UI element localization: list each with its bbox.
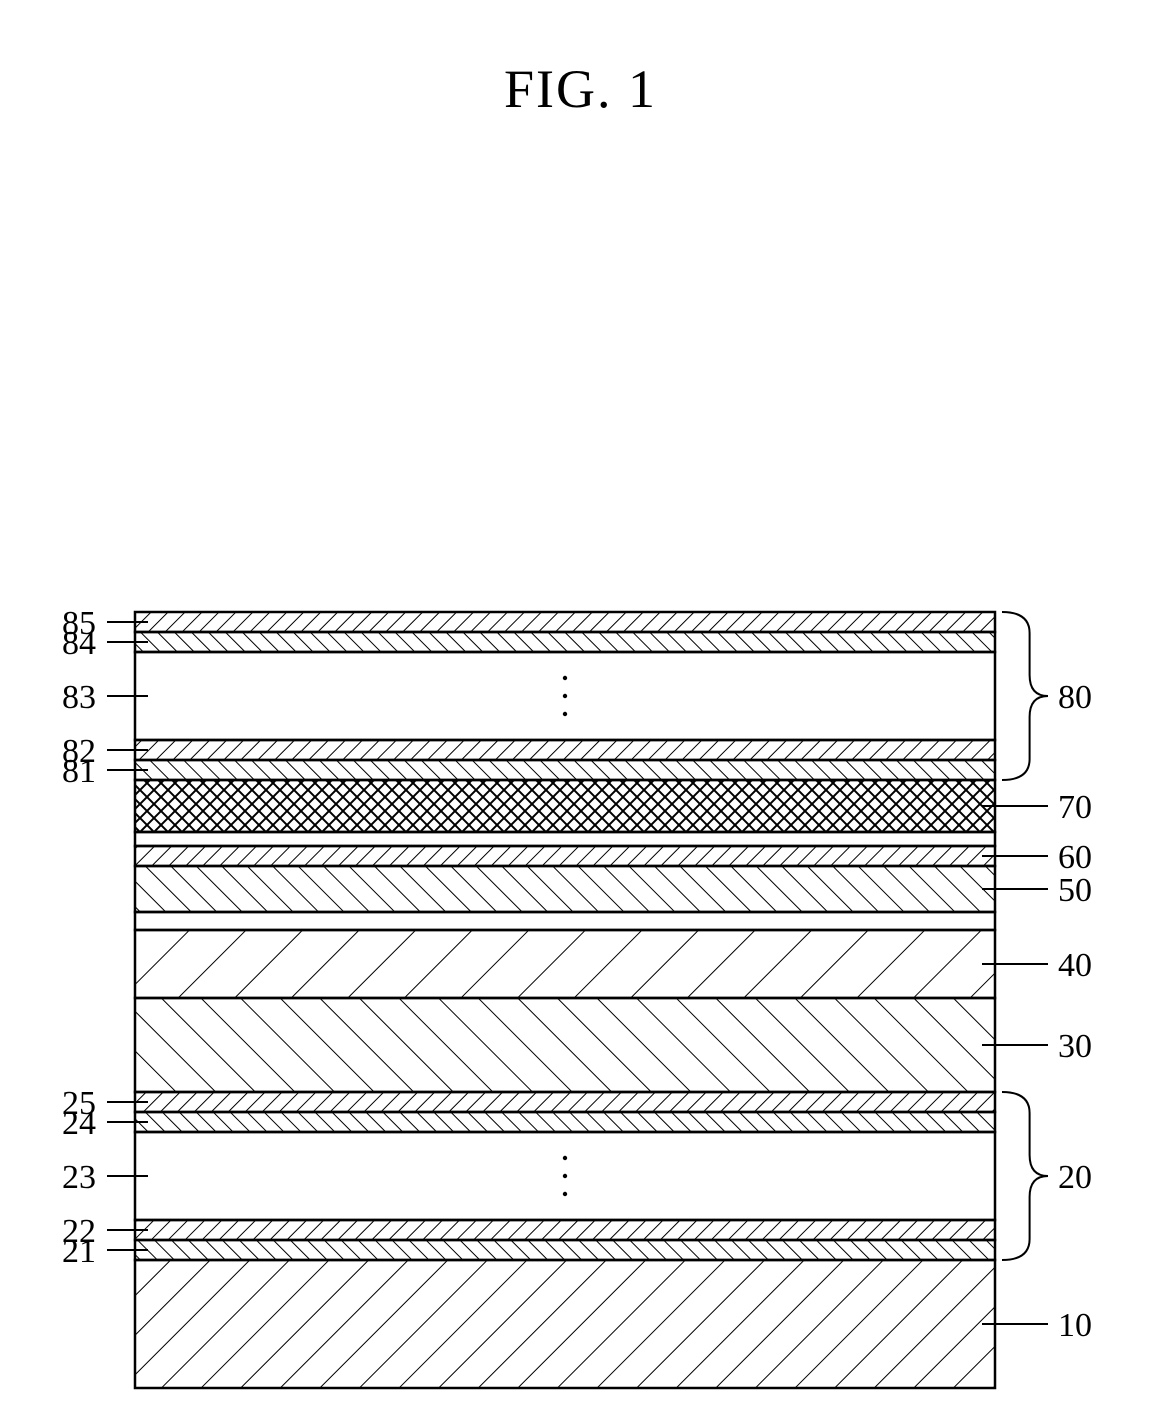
brace-80 xyxy=(1002,612,1048,780)
label-right-50: 50 xyxy=(1058,872,1092,909)
label-right-30: 30 xyxy=(1058,1028,1092,1065)
ellipsis-dot xyxy=(563,1156,567,1160)
label-left-83: 83 xyxy=(62,679,96,716)
layer-85 xyxy=(135,612,995,632)
label-brace-80: 80 xyxy=(1058,679,1092,716)
ellipsis-dot xyxy=(563,676,567,680)
layer-25 xyxy=(135,1092,995,1112)
layer-21 xyxy=(135,1240,995,1260)
layer-22 xyxy=(135,1220,995,1240)
layer-84 xyxy=(135,632,995,652)
page: FIG. 1 858483828125242322217060504030108… xyxy=(0,0,1161,1420)
label-left-81: 81 xyxy=(62,753,96,790)
layer-blank_60_70 xyxy=(135,832,995,846)
label-right-40: 40 xyxy=(1058,947,1092,984)
brace-20 xyxy=(1002,1092,1048,1260)
ellipsis-dot xyxy=(563,1192,567,1196)
figure-title: FIG. 1 xyxy=(0,58,1161,120)
label-left-21: 21 xyxy=(62,1233,96,1270)
layer-60 xyxy=(135,846,995,866)
layer-81 xyxy=(135,760,995,780)
ellipsis-dot xyxy=(563,712,567,716)
label-left-24: 24 xyxy=(62,1105,96,1142)
layer-24 xyxy=(135,1112,995,1132)
label-right-10: 10 xyxy=(1058,1307,1092,1344)
label-left-84: 84 xyxy=(62,625,96,662)
label-left-23: 23 xyxy=(62,1159,96,1196)
label-right-70: 70 xyxy=(1058,789,1092,826)
label-brace-20: 20 xyxy=(1058,1159,1092,1196)
layer-82 xyxy=(135,740,995,760)
layer-diagram: 858483828125242322217060504030108020 xyxy=(0,440,1161,1400)
layer-30 xyxy=(135,998,995,1092)
layer-50 xyxy=(135,866,995,912)
ellipsis-dot xyxy=(563,694,567,698)
layer-10 xyxy=(135,1260,995,1388)
label-right-60: 60 xyxy=(1058,839,1092,876)
layer-70 xyxy=(135,780,995,832)
layer-40 xyxy=(135,930,995,998)
layer-blank_40_50 xyxy=(135,912,995,930)
ellipsis-dot xyxy=(563,1174,567,1178)
